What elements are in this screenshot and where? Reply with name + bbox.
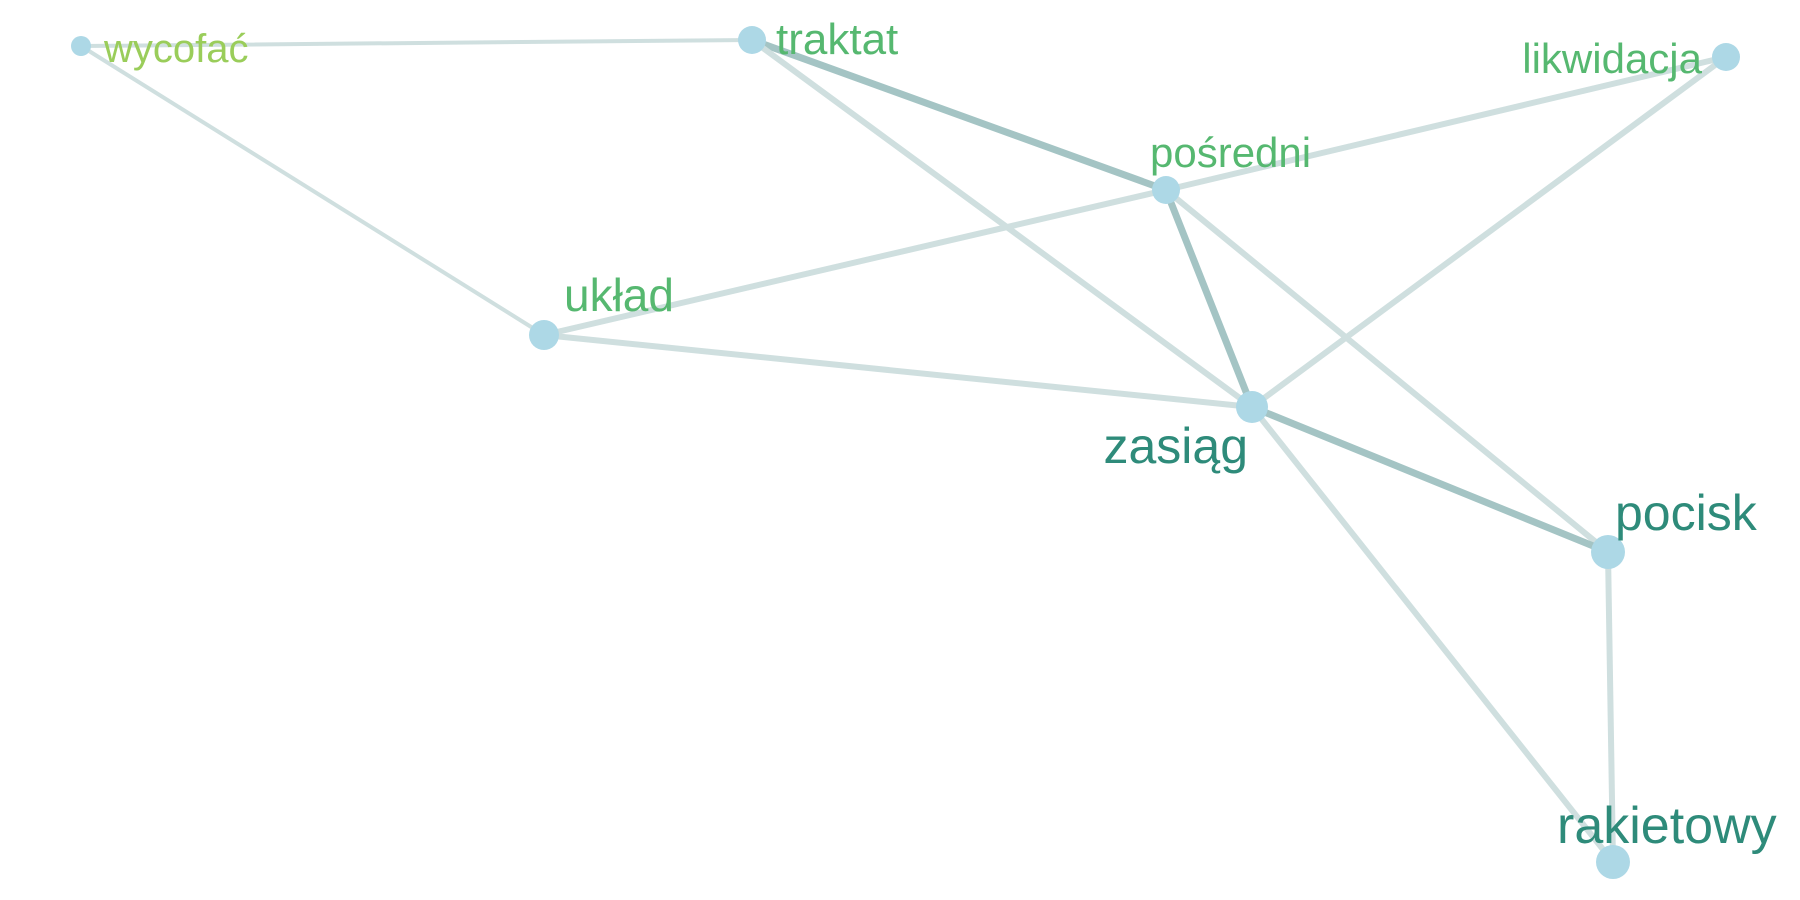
node-label-traktat: traktat bbox=[776, 15, 898, 64]
edge-likwidacja-posredni bbox=[1163, 54, 1729, 193]
node-uklad bbox=[529, 320, 559, 350]
edge-wycofac-uklad bbox=[79, 44, 546, 337]
graph-labels: wycofać traktat likwidacja pośredni układ zas… bbox=[103, 15, 1777, 855]
edge-wycofac-traktat bbox=[79, 38, 754, 48]
node-label-likwidacja: likwidacja bbox=[1522, 35, 1702, 82]
edge-posredni-pocisk bbox=[1163, 187, 1611, 555]
edge-traktat-zasieg bbox=[749, 37, 1255, 410]
graph-edges bbox=[79, 36, 1729, 865]
node-wycofac bbox=[71, 36, 91, 56]
node-rakietowy bbox=[1596, 845, 1630, 879]
edge-zasieg-pocisk bbox=[1248, 403, 1612, 556]
edge-pocisk-rakietowy bbox=[1605, 549, 1616, 865]
node-zasieg bbox=[1236, 391, 1268, 423]
edge-traktat-posredni bbox=[748, 36, 1170, 194]
edge-uklad-zasieg bbox=[541, 332, 1255, 410]
node-label-zasieg: zasiąg bbox=[1103, 418, 1248, 474]
edge-zasieg-rakietowy bbox=[1249, 404, 1616, 865]
graph-nodes bbox=[71, 26, 1740, 879]
node-label-wycofac: wycofać bbox=[103, 27, 249, 71]
node-posredni bbox=[1152, 176, 1180, 204]
node-traktat bbox=[738, 26, 766, 54]
edge-posredni-zasieg bbox=[1162, 186, 1256, 411]
node-label-pocisk: pocisk bbox=[1615, 485, 1758, 541]
edge-likwidacja-zasieg bbox=[1249, 54, 1729, 410]
node-label-uklad: układ bbox=[564, 269, 674, 321]
node-label-rakietowy: rakietowy bbox=[1557, 797, 1777, 855]
node-label-posredni: pośredni bbox=[1150, 129, 1311, 176]
node-likwidacja bbox=[1712, 43, 1740, 71]
edge-posredni-uklad bbox=[541, 187, 1169, 338]
node-pocisk bbox=[1591, 535, 1625, 569]
